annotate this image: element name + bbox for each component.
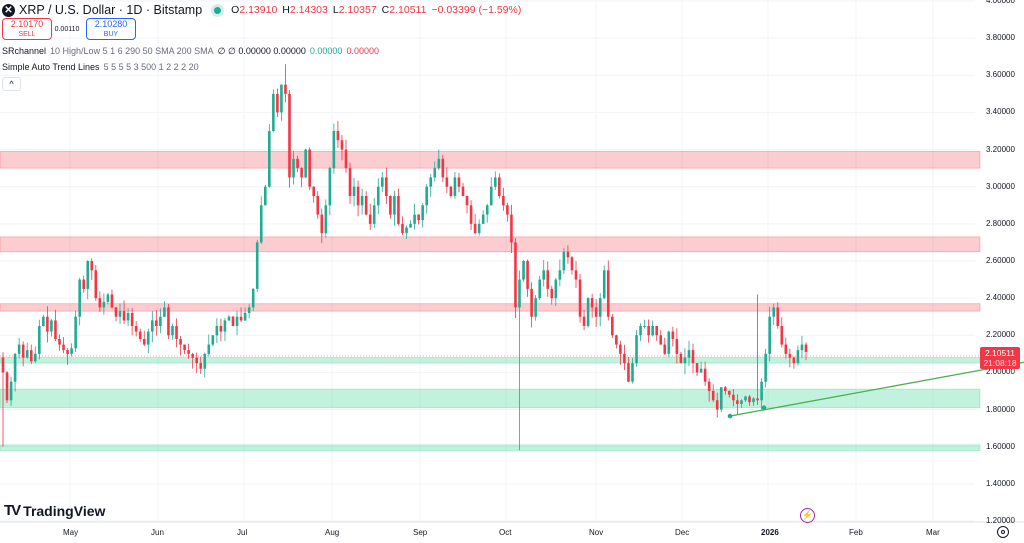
price-axis-label: 3.40000 — [986, 107, 1015, 117]
price-axis-label: 3.00000 — [986, 181, 1015, 191]
indicator-auto-trend-lines[interactable]: Simple Auto Trend Lines 5 5 5 5 3 500 1 … — [2, 62, 199, 72]
price-axis-label: 1.40000 — [986, 478, 1015, 488]
time-axis-label: Mar — [926, 528, 940, 537]
time-axis-label: Sep — [413, 528, 428, 537]
open-value: 2.13910 — [239, 4, 278, 16]
symbol-icon[interactable]: ✕ — [2, 3, 15, 17]
time-axis-label: Jul — [237, 528, 248, 537]
sr-zones — [0, 151, 981, 451]
candlesticks — [1, 64, 808, 451]
symbol-title[interactable]: XRP / U.S. Dollar · 1D · Bitstamp — [19, 3, 203, 17]
price-axis-label: 1.20000 — [986, 516, 1015, 525]
price-axis-label: 3.60000 — [986, 70, 1015, 80]
market-status-icon — [214, 6, 222, 14]
time-axis-label: Oct — [499, 528, 512, 537]
time-axis-label: Nov — [589, 528, 604, 537]
trend-line[interactable] — [727, 361, 1024, 419]
price-axis-label: 1.60000 — [986, 441, 1015, 451]
grid-lines — [0, 0, 975, 522]
price-axis-label: 2.00000 — [986, 367, 1015, 377]
price-axis-label: 2.80000 — [986, 218, 1015, 228]
high-value: 2.14303 — [289, 4, 328, 16]
spread-value: 0.00110 — [54, 25, 80, 33]
trade-buttons: 2.10170 SELL 0.00110 2.10280 BUY — [2, 18, 136, 40]
price-axis-label: 2.20000 — [986, 330, 1015, 340]
indicator-srchannel[interactable]: SRchannel 10 High/Low 5 1 6 290 50 SMA 2… — [2, 46, 379, 56]
close-value: 2.10511 — [389, 4, 427, 16]
axis-settings-icon[interactable] — [997, 526, 1009, 538]
time-axis-label: Feb — [849, 528, 863, 537]
price-axis-label: 2.40000 — [986, 293, 1015, 303]
low-value: 2.10357 — [338, 4, 377, 16]
time-axis-label: Dec — [675, 528, 690, 537]
price-axis-label: 2.60000 — [986, 256, 1015, 265]
time-axis-label: Aug — [325, 528, 340, 537]
sell-button[interactable]: 2.10170 SELL — [2, 18, 52, 40]
change-value: −0.03399 (−1.59%) — [431, 4, 522, 16]
buy-button[interactable]: 2.10280 BUY — [86, 18, 136, 40]
time-axis-label: May — [63, 528, 79, 537]
lightning-assistant-icon[interactable]: ⚡ — [800, 508, 815, 523]
price-axis-label: 1.80000 — [986, 404, 1015, 414]
tradingview-logo[interactable]: TV TradingView — [4, 502, 106, 519]
time-axis-label: 2026 — [761, 528, 779, 537]
bar-countdown: 21:08:18 — [983, 358, 1017, 368]
last-price-tag: 2.10511 21:08:18 — [980, 347, 1020, 369]
price-axis-label: 4.00000 — [986, 0, 1015, 5]
collapse-legend-button[interactable]: ^ — [2, 77, 21, 91]
price-axis-label: 3.20000 — [986, 144, 1015, 154]
tradingview-logo-icon: TV — [4, 502, 21, 519]
time-axis-label: Jun — [151, 528, 164, 537]
ohlc-values: O2.13910 H2.14303 L2.10357 C2.10511 −0.0… — [231, 4, 522, 16]
price-axis-label: 3.80000 — [986, 33, 1015, 43]
chart-legend: ✕ XRP / U.S. Dollar · 1D · Bitstamp O2.1… — [2, 2, 521, 18]
